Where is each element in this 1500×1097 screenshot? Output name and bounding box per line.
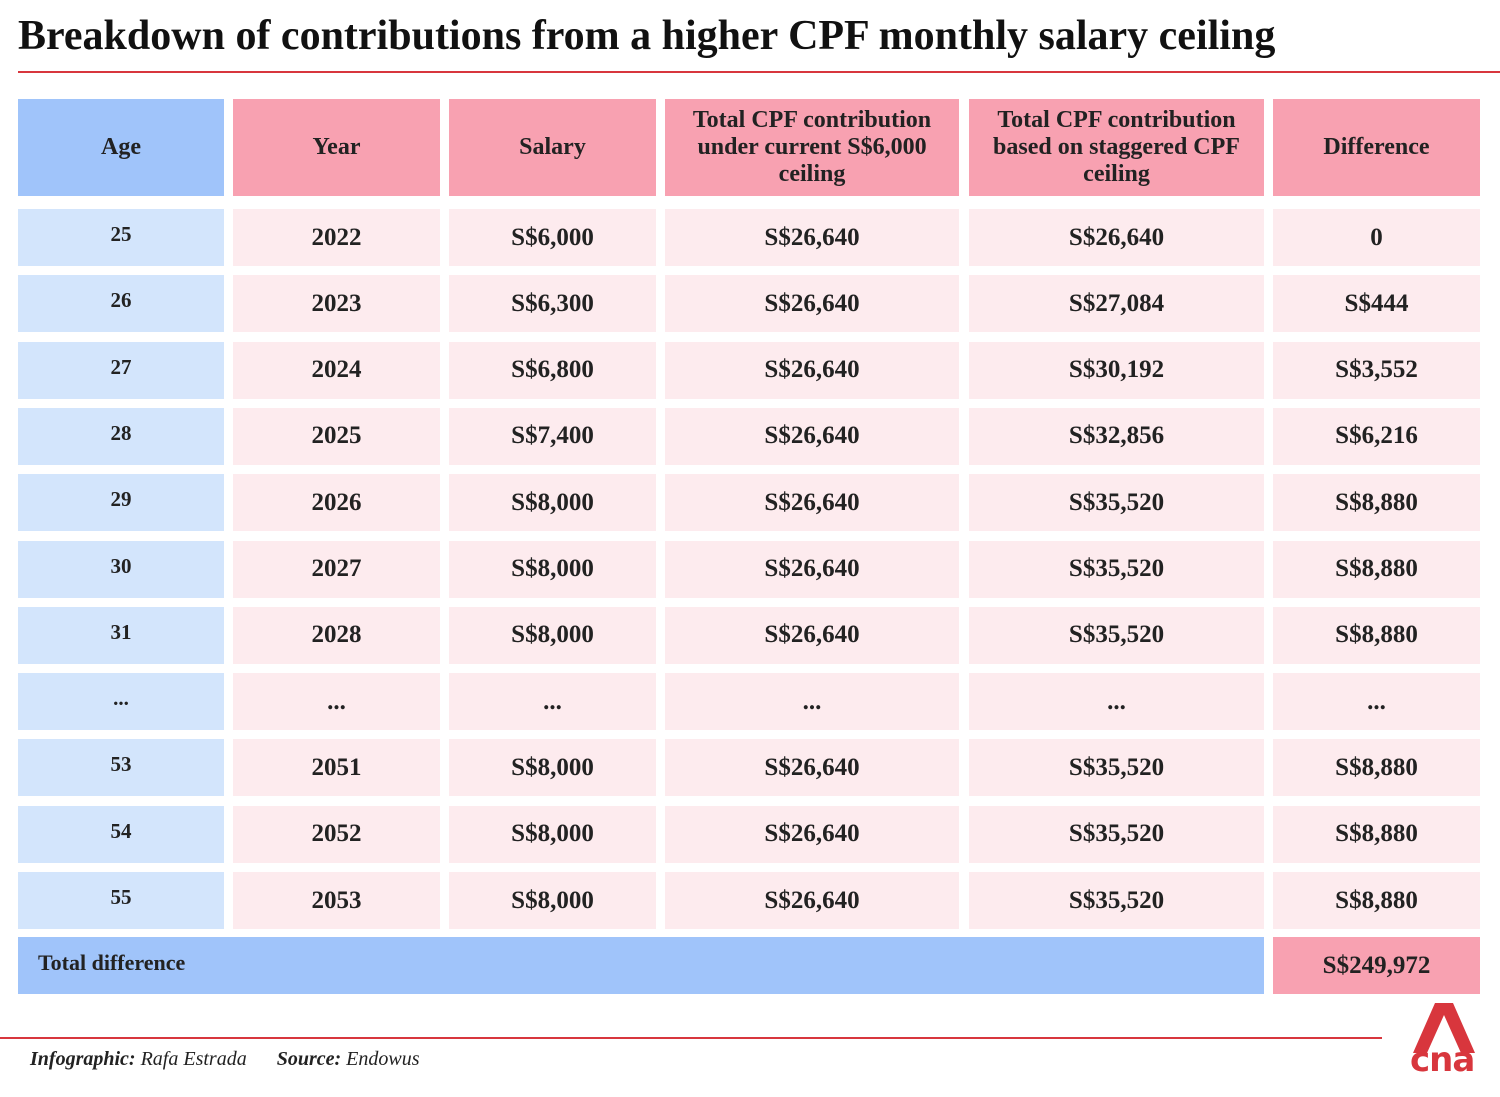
table-cell: 2023 (233, 275, 440, 333)
table-cell: ... (1273, 673, 1480, 731)
table-cell: ... (233, 673, 440, 731)
table-cell: 2028 (233, 606, 440, 664)
table-cell: S$6,216 (1273, 407, 1480, 465)
logo-text: cna (1410, 1040, 1475, 1080)
title: Breakdown of contributions from a higher… (18, 13, 1276, 59)
table-cell: S$26,640 (969, 209, 1264, 266)
table-cell: S$26,640 (665, 739, 959, 797)
table-cell: S$26,640 (665, 341, 959, 399)
table-cell: S$32,856 (969, 407, 1264, 465)
table-cell: S$26,640 (665, 805, 959, 863)
title-rule (18, 71, 1500, 73)
table-cell: 2052 (233, 805, 440, 863)
footer-rule (0, 1037, 1382, 1039)
table-cell: S$26,640 (665, 606, 959, 664)
age-cell: ... (18, 673, 224, 731)
table-cell: S$26,640 (665, 407, 959, 465)
table-cell: S$35,520 (969, 805, 1264, 863)
credit-label: Infographic: (30, 1048, 136, 1070)
table-cell: S$8,880 (1273, 872, 1480, 929)
footer: Infographic: Rafa Estrada Source: Endowus (30, 1048, 420, 1071)
age-cell: 31 (18, 606, 224, 664)
table-cell: S$8,880 (1273, 739, 1480, 797)
table-cell: S$35,520 (969, 872, 1264, 929)
column-header: Year (233, 99, 440, 196)
column-header: Salary (449, 99, 656, 196)
table-cell: S$26,640 (665, 474, 959, 532)
age-cell: 55 (18, 872, 224, 929)
table-cell: 2027 (233, 540, 440, 598)
age-cell: 53 (18, 739, 224, 797)
source: Endowus (346, 1048, 420, 1070)
table-cell: 2053 (233, 872, 440, 929)
table-cell: S$8,880 (1273, 606, 1480, 664)
table-cell: S$6,300 (449, 275, 656, 333)
table-cell: 2024 (233, 341, 440, 399)
age-cell: 29 (18, 474, 224, 532)
table-cell: S$8,000 (449, 606, 656, 664)
table-cell: S$35,520 (969, 739, 1264, 797)
age-cell: 30 (18, 540, 224, 598)
age-cell: 28 (18, 407, 224, 465)
age-cell: 27 (18, 341, 224, 399)
table-cell: S$26,640 (665, 872, 959, 929)
table-cell: 2022 (233, 209, 440, 266)
table-cell: S$27,084 (969, 275, 1264, 333)
table-cell: S$444 (1273, 275, 1480, 333)
table-cell: 0 (1273, 209, 1480, 266)
table-cell: S$8,000 (449, 474, 656, 532)
table-cell: S$8,880 (1273, 474, 1480, 532)
column-header: Difference (1273, 99, 1480, 196)
table-cell: S$35,520 (969, 474, 1264, 532)
credit: Rafa Estrada (140, 1048, 247, 1070)
table-cell: S$8,000 (449, 540, 656, 598)
table-cell: 2026 (233, 474, 440, 532)
column-header: Total CPF contribution under current S$6… (665, 99, 959, 196)
total-label: Total difference (18, 937, 1264, 994)
column-header: Age (18, 99, 224, 196)
table-cell: S$8,880 (1273, 540, 1480, 598)
table-cell: 2025 (233, 407, 440, 465)
table-cell: ... (969, 673, 1264, 731)
table-cell: S$3,552 (1273, 341, 1480, 399)
table-cell: ... (665, 673, 959, 731)
table-cell: S$6,000 (449, 209, 656, 266)
table-cell: S$30,192 (969, 341, 1264, 399)
table-cell: S$8,000 (449, 739, 656, 797)
age-cell: 25 (18, 209, 224, 266)
table-cell: S$8,000 (449, 805, 656, 863)
table-cell: S$8,880 (1273, 805, 1480, 863)
logo-mark (1413, 1003, 1475, 1053)
table-cell: 2051 (233, 739, 440, 797)
total-value: S$249,972 (1273, 937, 1480, 994)
source-label: Source: (276, 1048, 342, 1070)
table-cell: S$26,640 (665, 209, 959, 266)
table-cell: S$35,520 (969, 540, 1264, 598)
table-cell: S$7,400 (449, 407, 656, 465)
table-cell: S$26,640 (665, 540, 959, 598)
table-cell: S$26,640 (665, 275, 959, 333)
column-header: Total CPF contribution based on staggere… (969, 99, 1264, 196)
age-cell: 54 (18, 805, 224, 863)
table-cell: S$35,520 (969, 606, 1264, 664)
table-cell: ... (449, 673, 656, 731)
table-cell: S$8,000 (449, 872, 656, 929)
age-cell: 26 (18, 275, 224, 333)
table-cell: S$6,800 (449, 341, 656, 399)
